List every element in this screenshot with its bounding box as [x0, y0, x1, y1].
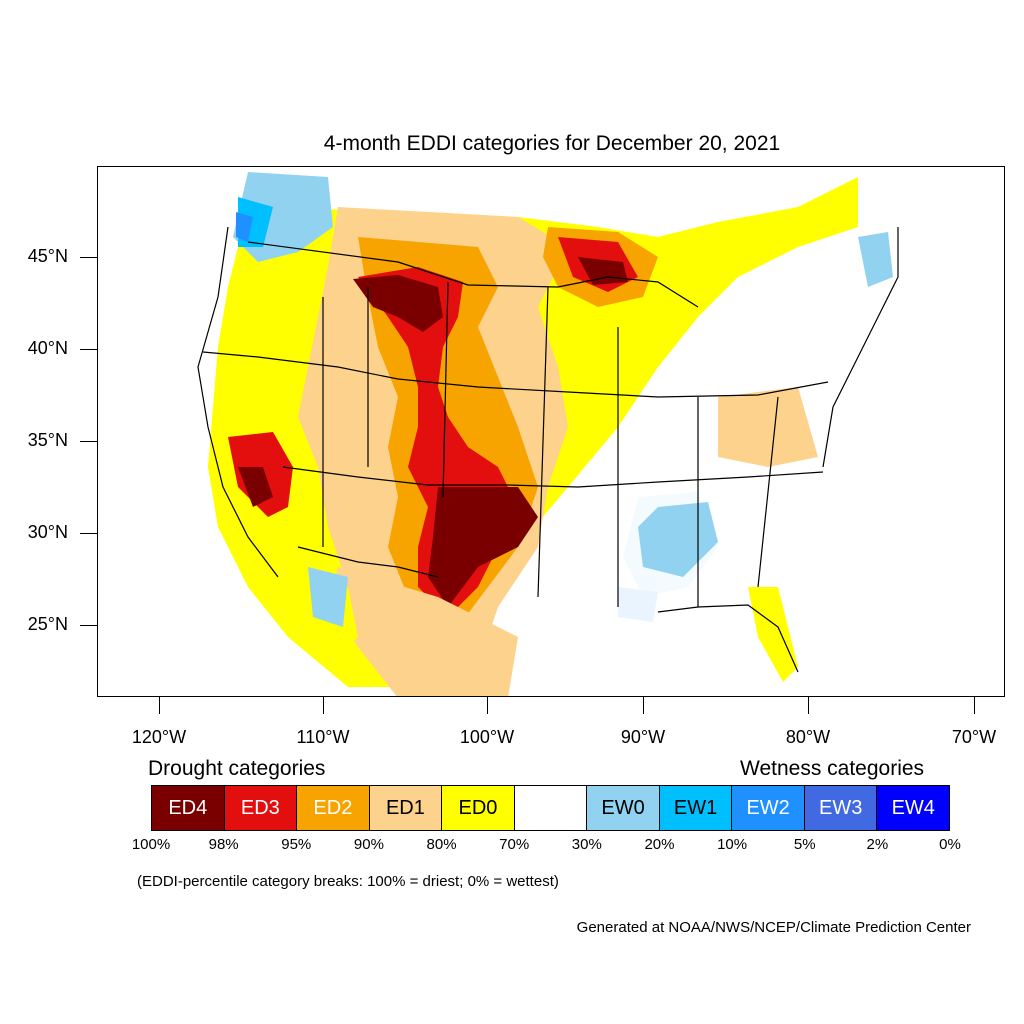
lat-tick	[80, 257, 97, 258]
legend-break-label: 95%	[281, 836, 312, 853]
lon-label-110: 110°W	[296, 727, 350, 747]
lat-tick	[80, 441, 97, 442]
category-note: (EDDI-percentile category breaks: 100% =…	[137, 873, 559, 890]
lon-label-80: 80°W	[785, 727, 831, 747]
legend-break-label: 90%	[353, 836, 384, 853]
category-fill	[208, 172, 893, 696]
credit-line: Generated at NOAA/NWS/NCEP/Climate Predi…	[576, 919, 971, 936]
lon-tick	[808, 697, 809, 714]
lat-tick	[80, 533, 97, 534]
lat-label-45: 45°N	[27, 246, 68, 266]
legend-cell: EW3	[804, 786, 878, 830]
lon-tick	[323, 697, 324, 714]
lat-tick	[80, 625, 97, 626]
legend-break-label: 30%	[571, 836, 602, 853]
legend-break-label: 100%	[131, 836, 171, 853]
legend-break-label: 98%	[208, 836, 239, 853]
lon-tick	[974, 697, 975, 714]
legend-cell: ED4	[152, 786, 225, 830]
legend-break-label: 2%	[866, 836, 889, 853]
legend-break-label: 20%	[644, 836, 675, 853]
lat-label-25: 25°N	[27, 614, 68, 634]
legend-cell	[514, 786, 588, 830]
lon-label-70: 70°W	[951, 727, 997, 747]
legend-cell: EW2	[732, 786, 805, 830]
legend-break-label: 80%	[426, 836, 457, 853]
wetness-heading: Wetness categories	[740, 757, 925, 780]
lat-label-40: 40°N	[27, 338, 68, 358]
legend-cell: EW4	[877, 786, 950, 830]
legend-cell: ED2	[297, 786, 370, 830]
drought-heading: Drought categories	[148, 757, 326, 780]
lon-tick	[643, 697, 644, 714]
lat-label-30: 30°N	[27, 522, 68, 542]
lon-label-90: 90°W	[620, 727, 666, 747]
lon-label-100: 100°W	[459, 727, 515, 747]
lon-tick	[487, 697, 488, 714]
boundary-lines	[197, 226, 899, 673]
map-frame	[97, 166, 1005, 697]
legend-break-label: 70%	[499, 836, 530, 853]
legend-colorbar: ED4 ED3 ED2 ED1 ED0 EW0 EW1 EW2 EW3 EW4	[151, 785, 950, 831]
legend-cell: ED1	[369, 786, 443, 830]
legend-break-label: 10%	[717, 836, 748, 853]
legend-cell: ED0	[442, 786, 515, 830]
lon-label-120: 120°W	[131, 727, 187, 747]
eddi-map	[197, 172, 899, 696]
legend-break-label: 5%	[793, 836, 816, 853]
lon-tick	[159, 697, 160, 714]
lat-tick	[80, 349, 97, 350]
chart-title: 4-month EDDI categories for December 20,…	[323, 132, 781, 155]
legend-cell: ED3	[224, 786, 298, 830]
lat-label-35: 35°N	[27, 430, 68, 450]
legend-cell: EW0	[587, 786, 660, 830]
legend-break-label: 0%	[939, 836, 961, 853]
legend-cell: EW1	[659, 786, 733, 830]
